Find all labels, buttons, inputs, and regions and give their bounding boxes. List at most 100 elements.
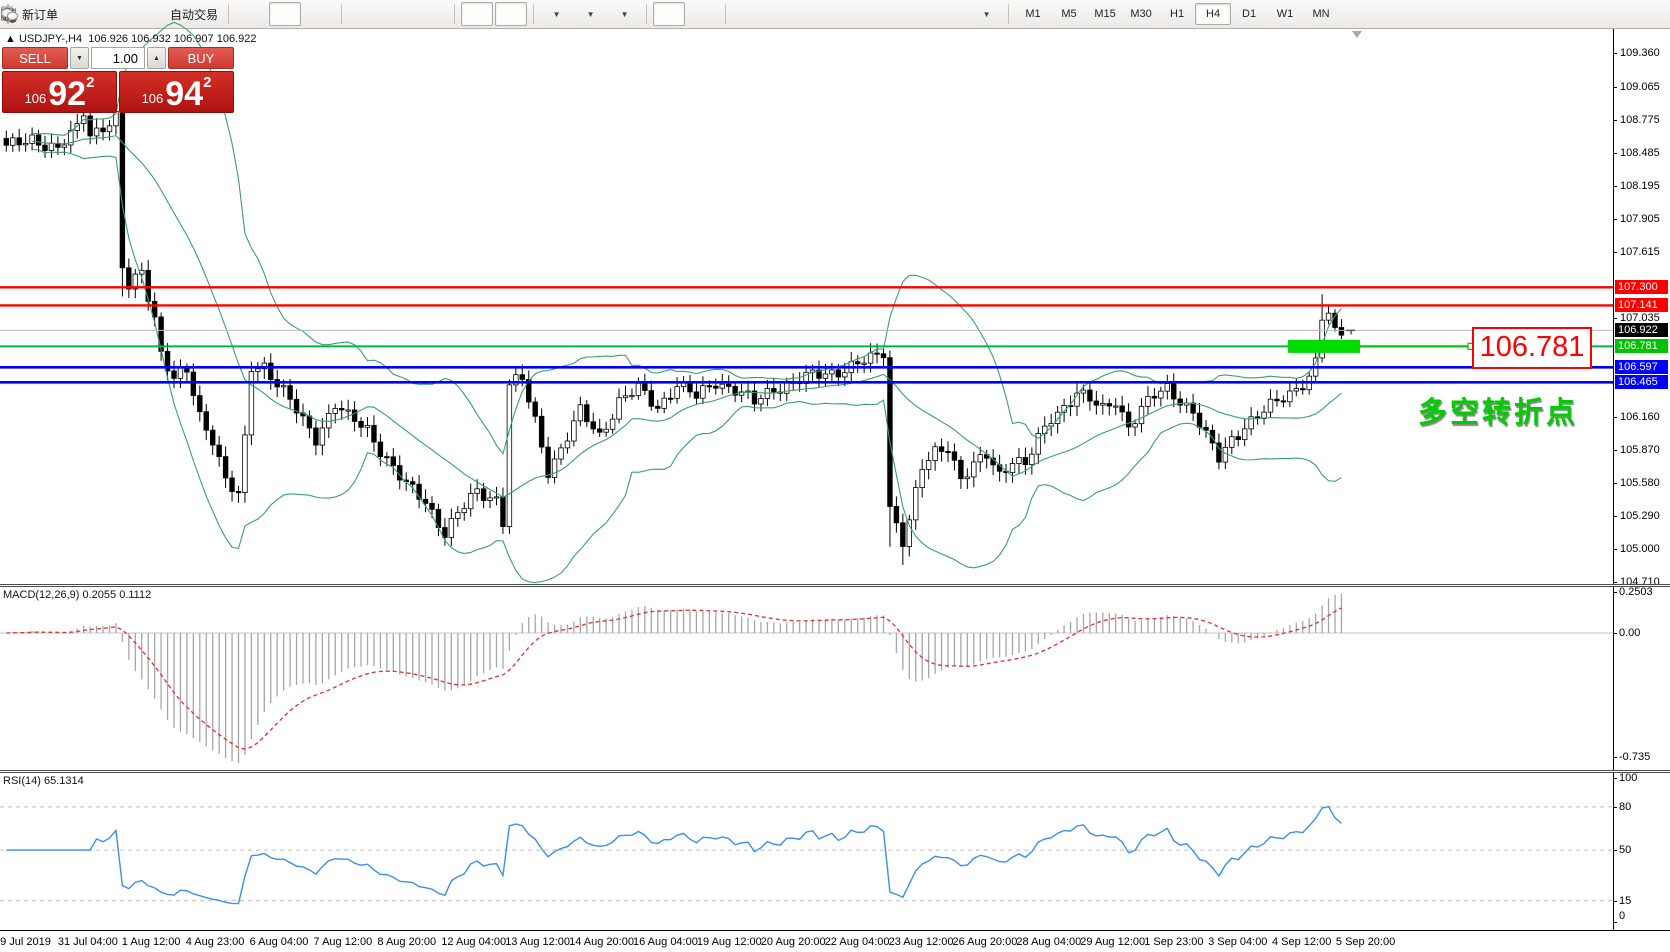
price-chart[interactable]	[0, 21, 1613, 585]
rsi-value: 65.1314	[43, 775, 84, 787]
crosshair-button[interactable]	[2, 2, 719, 26]
price-flag-106.465: 106.465	[1615, 375, 1668, 390]
time-axis[interactable]: 29 Jul 2019 31 Jul 04:001 Aug 12:00 4 Aug …	[0, 930, 1670, 952]
autotrade-label: 自动交易	[170, 7, 219, 22]
broadcast-button[interactable]	[1, 2, 164, 26]
tab-timeframe-M1[interactable]: M1	[1025, 8, 1041, 20]
time-label: 7 Aug 12:00	[313, 936, 373, 948]
candlestick-chart-button[interactable]	[2, 2, 302, 26]
horizontal-line-button[interactable]	[2, 2, 798, 26]
macd-main-value: 0.2055	[82, 589, 117, 601]
tab-timeframe-M15[interactable]: M15	[1094, 8, 1116, 20]
trendline-button[interactable]	[2, 2, 832, 26]
price-tick-label: 107.035	[1620, 311, 1660, 324]
collapse-triangle-icon[interactable]: ▲	[5, 33, 19, 45]
axis-tick-mark	[1613, 251, 1617, 253]
time-label: 23 Aug 12:00	[888, 936, 954, 948]
price-tick-label: 105.580	[1620, 477, 1660, 490]
price-tick-label: 105.000	[1620, 543, 1660, 555]
period-dropdown[interactable]: ▼	[1, 2, 606, 26]
auto-scroll-button[interactable]	[3, 2, 494, 26]
new-chart-dropdown[interactable]: ▼	[1, 2, 572, 26]
price-tick-label: 105.290	[1620, 510, 1660, 523]
new-order-label: 新订单	[22, 7, 59, 22]
arrows-dropdown[interactable]: ▼	[2, 2, 1002, 26]
tab-timeframe-MN[interactable]: MN	[1312, 8, 1330, 20]
new-order-button[interactable]: 新订单	[1, 2, 62, 26]
cursor-button[interactable]	[5, 2, 686, 26]
tab-timeframe-M30[interactable]: M30	[1130, 8, 1152, 20]
fibonacci-button[interactable]: F	[2, 2, 900, 26]
line-chart-button[interactable]	[1, 2, 335, 26]
macd-scale-label: 0.00	[1619, 627, 1641, 639]
price-tick-label: 108.775	[1620, 113, 1660, 126]
tab-timeframe-H1[interactable]: H1	[1170, 8, 1185, 20]
price-tick-label: 108.195	[1620, 179, 1660, 192]
chart-shift-marker-icon[interactable]	[1352, 31, 1362, 38]
buy-button[interactable]: BUY	[168, 47, 234, 69]
time-label: 19 Aug 12:00	[696, 936, 762, 948]
timeframe-group: M1 M5 M15 M30 H1 H4 D1 W1 MN	[1015, 3, 1339, 25]
toolbar-separator	[228, 4, 230, 24]
price-callout-box: 106.781	[1472, 327, 1592, 369]
sell-button[interactable]: SELL	[2, 47, 68, 69]
axis-tick-mark	[1613, 922, 1617, 924]
tab-timeframe-W1[interactable]: W1	[1276, 8, 1294, 20]
axis-tick-mark	[1613, 850, 1617, 852]
toolbar-separator	[646, 4, 648, 24]
indicators-dropdown[interactable]: ▼	[1, 2, 640, 26]
axis-tick-mark	[1613, 450, 1617, 452]
volume-decrease-button[interactable]: ▼	[70, 47, 89, 69]
chevron-down-icon: ▼	[982, 9, 991, 19]
time-label: 8 Aug 20:00	[377, 936, 437, 948]
search-button[interactable]	[2, 2, 1630, 26]
price-tick-label: 107.615	[1620, 245, 1660, 258]
vertical-line-button[interactable]	[7, 2, 764, 26]
chat-button[interactable]	[0, 2, 1666, 26]
sell-price-small: 106	[24, 91, 47, 106]
symbol-ohlc: 106.926 106.932 106.907 106.922	[88, 33, 257, 45]
volume-input[interactable]: 1.00	[91, 47, 145, 69]
toolbar-separator	[454, 4, 456, 24]
tab-timeframe-M5[interactable]: M5	[1061, 8, 1077, 20]
macd-scale-label: -0.735	[1619, 751, 1651, 763]
community-button[interactable]	[2, 2, 130, 26]
time-label: 12 Aug 04:00	[441, 936, 507, 948]
axis-tick-mark	[1613, 483, 1617, 485]
chart-window-button[interactable]	[2, 2, 96, 26]
pane-separator[interactable]	[0, 584, 1670, 587]
chevron-down-icon: ▼	[586, 9, 595, 19]
rsi-pane[interactable]	[0, 773, 1613, 930]
channel-button[interactable]: E	[1, 2, 866, 26]
bar-chart-button[interactable]	[2, 2, 267, 26]
time-label: 26 Aug 20:00	[952, 936, 1018, 948]
buy-price-big: 94	[165, 75, 204, 113]
time-label: 5 Sep 20:00	[1335, 936, 1396, 948]
text-button[interactable]: A	[4, 2, 934, 26]
tile-windows-button[interactable]	[1, 2, 448, 26]
macd-pane[interactable]	[0, 587, 1613, 770]
zoom-out-button[interactable]	[1, 2, 414, 26]
symbol-name: USDJPY-,H4	[18, 33, 83, 45]
chart-shift-button[interactable]	[3, 2, 528, 26]
chat-icon	[0, 7, 19, 23]
time-label: 4 Sep 12:00	[1272, 936, 1332, 948]
axis-tick-mark	[1613, 218, 1617, 220]
buy-quote-button[interactable]: 106 94 2	[119, 71, 234, 113]
text-label-button[interactable]: T	[1, 2, 968, 26]
volume-increase-button[interactable]: ▲	[147, 47, 166, 69]
zoom-in-button[interactable]	[1, 2, 380, 26]
price-flag-106.781: 106.781	[1615, 339, 1668, 354]
rsi-scale-label: 50	[1619, 844, 1632, 857]
sell-quote-button[interactable]: 106 92 2	[2, 71, 117, 113]
axis-tick-mark	[1613, 152, 1617, 154]
price-flag-107.141: 107.141	[1615, 298, 1668, 313]
pane-separator[interactable]	[0, 770, 1670, 773]
tab-timeframe-D1[interactable]: D1	[1242, 8, 1257, 20]
axis-tick-mark	[1613, 53, 1617, 54]
time-label: 14 Aug 20:00	[569, 936, 634, 948]
buy-price-small: 106	[141, 91, 164, 106]
tab-timeframe-H4[interactable]: H4	[1195, 3, 1232, 25]
time-label: 16 Aug 04:00	[633, 936, 698, 948]
svg-text:F: F	[11, 18, 15, 24]
